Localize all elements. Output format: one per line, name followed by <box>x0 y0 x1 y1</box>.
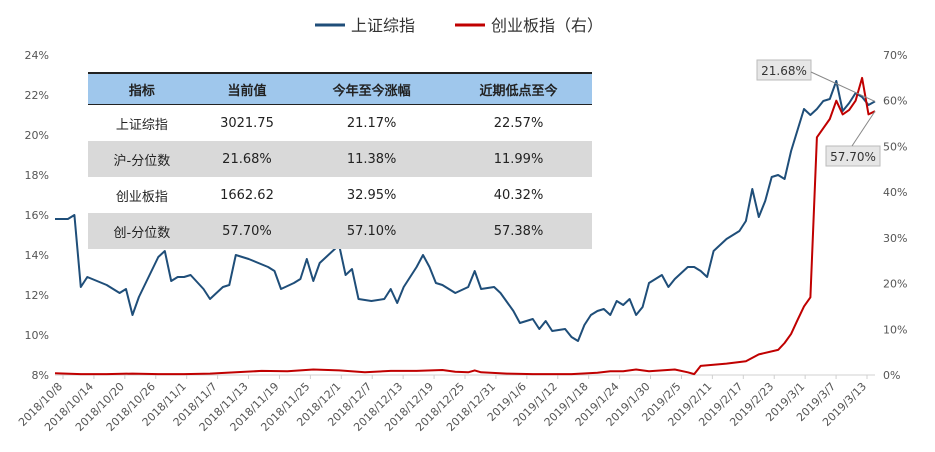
series-lines <box>54 76 876 376</box>
table-header-row: 指标 当前值 今年至今涨幅 近期低点至今 <box>88 72 592 105</box>
table-cell: 创-分位数 <box>88 213 196 249</box>
table-cell: 57.70% <box>195 213 299 249</box>
y-left-tick-label: 20% <box>25 129 49 142</box>
y-right-tick-label: 60% <box>883 95 907 108</box>
y-left-tick-label: 14% <box>25 249 49 262</box>
y-left-tick-label: 8% <box>32 369 49 382</box>
legend-label: 上证综指 <box>351 16 415 35</box>
table-cell: 40.32% <box>493 187 544 203</box>
table-cell: 32.95% <box>346 187 397 203</box>
y-left-tick-label: 12% <box>25 289 49 302</box>
y-left-tick-label: 22% <box>25 89 49 102</box>
legend: 上证综指 创业板指（右） <box>315 16 603 35</box>
callout-label: 57.70% <box>830 150 876 164</box>
y-left-tick-label: 10% <box>25 329 49 342</box>
table-cell: 21.68% <box>195 141 299 177</box>
callout-leader <box>810 71 876 102</box>
y-left-tick-label: 16% <box>25 209 49 222</box>
table-row: 创业板指 1662.62 32.95% 40.32% <box>88 177 592 213</box>
callout-box <box>825 145 881 167</box>
y-right-tick-label: 20% <box>883 278 907 291</box>
y-right-tick-label: 10% <box>883 323 907 336</box>
stats-table: 指标 当前值 今年至今涨幅 近期低点至今 上证综指 3021.75 21.17%… <box>88 72 592 249</box>
table-cell: 沪-分位数 <box>88 141 196 177</box>
table-cell: 57.10% <box>298 213 446 249</box>
y-right-tick-label: 30% <box>883 232 907 245</box>
callouts: 21.68% 57.70% <box>756 59 881 167</box>
table-header: 今年至今涨幅 <box>298 72 446 105</box>
callout-box <box>756 59 812 81</box>
table-row: 沪-分位数 21.68% 11.38% 11.99% <box>88 141 592 177</box>
callout-label: 21.68% <box>761 64 807 78</box>
table-cell: 上证综指 <box>115 117 168 133</box>
y-left-tick-label: 24% <box>25 49 49 62</box>
y-left-tick-label: 18% <box>25 169 49 182</box>
y-right-tick-label: 0% <box>883 369 900 382</box>
table-cell: 57.38% <box>445 213 592 249</box>
y-right-tick-label: 50% <box>883 140 907 153</box>
table-cell: 3021.75 <box>220 115 274 131</box>
series-line-chinext <box>54 76 876 376</box>
table-cell: 21.17% <box>346 115 397 131</box>
table-cell: 11.38% <box>298 141 446 177</box>
y-right-tick-label: 40% <box>883 186 907 199</box>
table-header: 指标 <box>88 72 196 105</box>
stats-table-panel: 指标 当前值 今年至今涨幅 近期低点至今 上证综指 3021.75 21.17%… <box>88 72 592 249</box>
table-cell: 22.57% <box>493 115 544 131</box>
table-header: 近期低点至今 <box>445 72 592 105</box>
table-row: 创-分位数 57.70% 57.10% 57.38% <box>88 213 592 249</box>
table-row: 上证综指 3021.75 21.17% 22.57% <box>88 105 592 142</box>
legend-label: 创业板指（右） <box>491 16 603 35</box>
series-line-shanghai <box>55 80 876 342</box>
table-header: 当前值 <box>195 72 299 105</box>
table-cell: 11.99% <box>445 141 592 177</box>
y-right-tick-label: 70% <box>883 49 907 62</box>
callout-leader <box>851 110 876 147</box>
table-cell: 1662.62 <box>220 187 274 203</box>
table-cell: 创业板指 <box>115 189 168 205</box>
